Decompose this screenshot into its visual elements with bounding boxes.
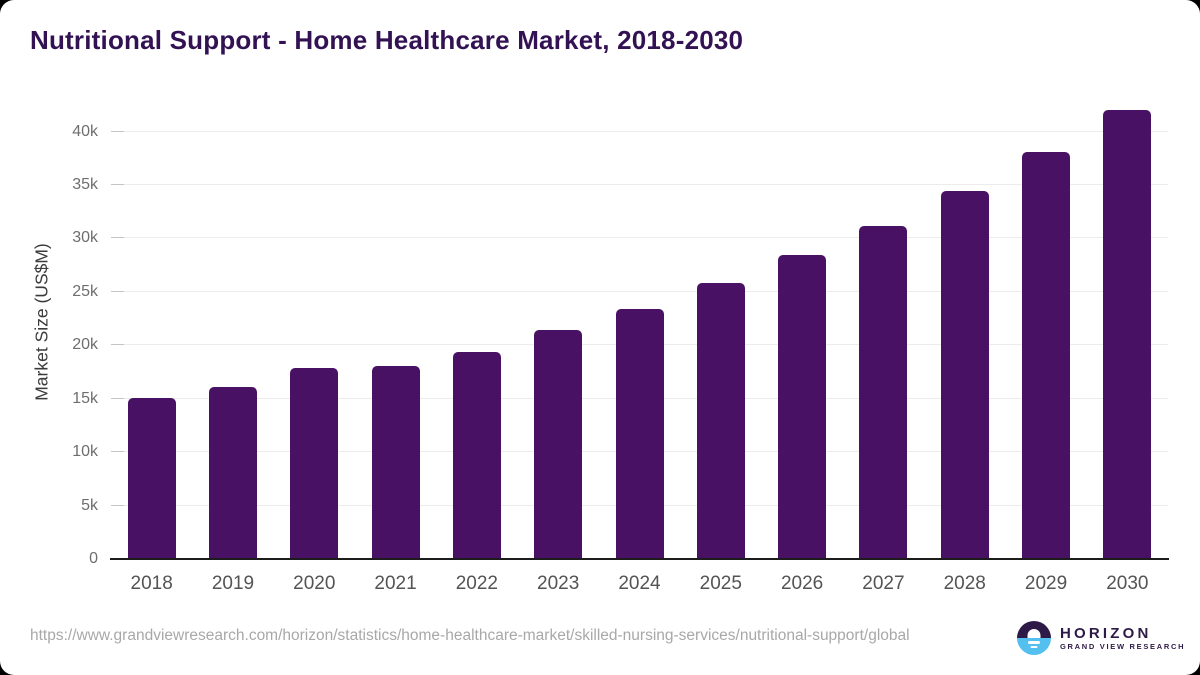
y-tick-mark: [111, 451, 124, 453]
bar-2025: [696, 283, 745, 559]
y-tick-mark: [111, 397, 124, 399]
sun-shape: [1027, 629, 1041, 638]
y-tick-label: 40k: [72, 122, 98, 140]
x-tick-label: 2030: [1106, 573, 1149, 594]
x-tick-label: 2027: [862, 573, 905, 594]
chart-title: Nutritional Support - Home Healthcare Ma…: [30, 25, 744, 55]
logo-text: HORIZON GRAND VIEW RESEARCH: [1060, 625, 1185, 651]
x-tick-label: 2020: [293, 573, 336, 594]
y-tick-label: 10k: [72, 443, 98, 461]
gridline: [111, 130, 1168, 132]
x-tick-label: 2019: [211, 573, 255, 594]
y-tick-mark: [111, 183, 124, 185]
x-tick-label: 2023: [537, 573, 580, 594]
x-tick-label: 2018: [130, 573, 173, 594]
bar-2028: [940, 191, 989, 559]
y-tick-label: 25k: [72, 282, 98, 300]
x-tick-label: 2022: [455, 573, 499, 594]
y-tick-mark: [111, 290, 124, 292]
logo-sub-brand-text: GRAND VIEW RESEARCH: [1060, 642, 1186, 651]
bar-2019: [208, 386, 257, 559]
bar-2020: [290, 367, 339, 559]
bar-2021: [371, 365, 420, 559]
bar-2027: [859, 225, 908, 559]
bar-2029: [1022, 151, 1071, 559]
x-axis-tick-labels: 2018 2019 2020 2021 2022 2023 2024 2025 2026 2027…: [111, 572, 1168, 598]
gridline: [111, 290, 1168, 292]
x-tick-label: 2025: [699, 573, 742, 594]
y-tick-label: 15k: [72, 389, 98, 407]
bar-series: [111, 88, 1168, 559]
y-tick-label: 35k: [72, 175, 98, 193]
bar-2026: [778, 255, 827, 559]
y-tick-mark: [111, 344, 124, 346]
x-tick-label: 2024: [618, 573, 661, 594]
bar-2022: [452, 351, 501, 559]
bar-2018: [127, 397, 176, 559]
y-tick-mark: [111, 504, 124, 506]
x-tick-label: 2021: [374, 573, 417, 594]
gridline: [111, 183, 1168, 185]
source-url: https://www.grandviewresearch.com/horizo…: [30, 627, 910, 644]
plot-area: [110, 88, 1169, 560]
sun-reflection-line: [1030, 645, 1038, 648]
bar-2024: [615, 308, 664, 559]
x-tick-label: 2029: [1024, 573, 1068, 594]
x-tick-label: 2026: [780, 573, 824, 594]
gridline: [111, 237, 1168, 239]
x-axis-line: [110, 558, 1169, 560]
y-tick-label: 5k: [81, 496, 98, 514]
y-axis-tick-labels: 0 5k 10k 15k 20k 25k 30k 35k 40k: [40, 88, 98, 568]
x-tick-label: 2028: [943, 573, 986, 594]
y-tick-label: 30k: [72, 229, 98, 247]
logo-brand-text: HORIZON: [1060, 625, 1152, 642]
y-tick-mark: [111, 237, 124, 239]
y-tick-mark: [111, 130, 124, 132]
y-tick-label: 20k: [72, 336, 98, 354]
y-tick-label: 0: [89, 550, 98, 567]
bar-2030: [1103, 110, 1152, 559]
horizon-sun-icon: [1017, 621, 1051, 655]
bar-2023: [534, 330, 583, 559]
sun-reflection-line: [1028, 641, 1040, 644]
horizon-logo: HORIZON GRAND VIEW RESEARCH: [1017, 620, 1185, 656]
